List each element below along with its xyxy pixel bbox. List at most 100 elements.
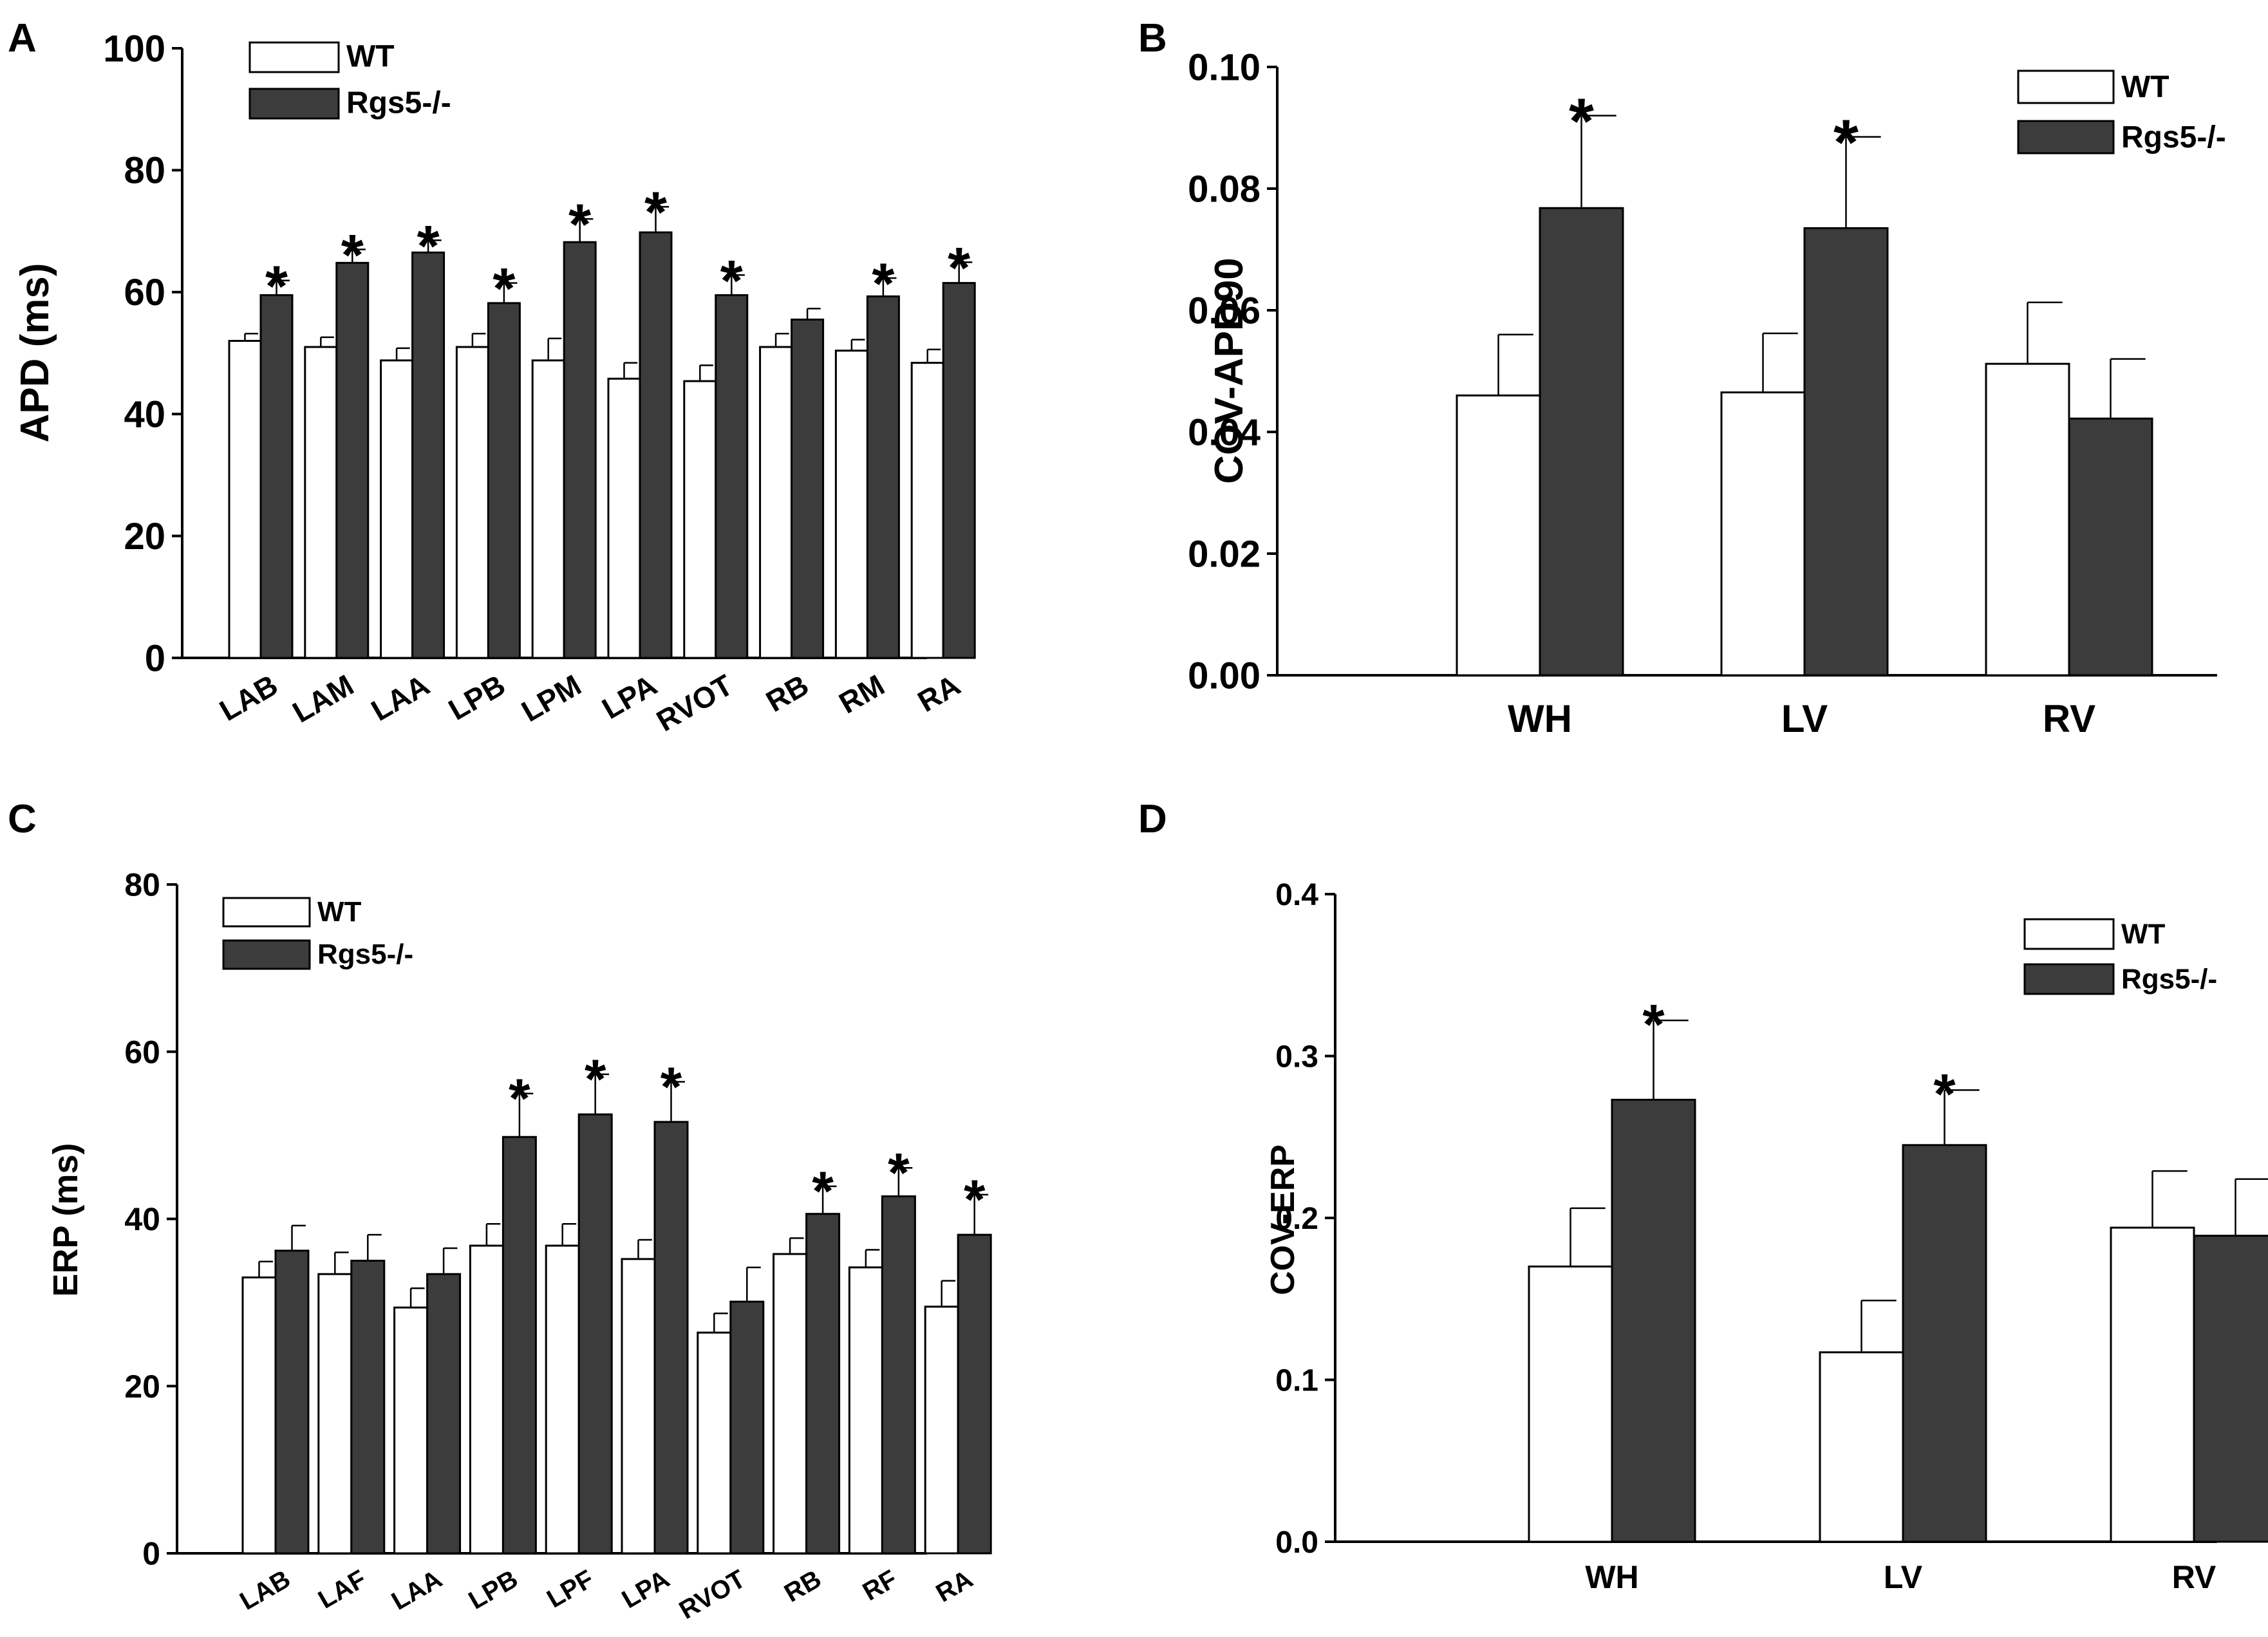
legend-label: WT xyxy=(317,896,362,928)
bar-rgs5 xyxy=(577,1113,613,1555)
significance-star: * xyxy=(568,193,591,257)
bar-rgs5 xyxy=(715,294,749,659)
chart-panel-a: A 0 20 40 60 80 100 APD (ms) * LAB * LAM * LAA * LPB * LP… xyxy=(8,16,976,738)
category-group: * LPB xyxy=(464,1068,537,1615)
y-tick-label: 0.1 xyxy=(1275,1363,1318,1398)
bar-wt xyxy=(1819,1351,1904,1543)
significance-star: * xyxy=(720,249,743,313)
category-group: RB xyxy=(759,308,825,718)
x-tick-label: LPA xyxy=(596,668,662,725)
bar-rgs5 xyxy=(805,1213,841,1555)
bar-wt xyxy=(910,362,944,659)
y-tick-label: 0.2 xyxy=(1275,1202,1318,1236)
category-group: * WH xyxy=(1528,993,1696,1595)
category-group: * LV xyxy=(1720,107,1889,740)
bar-rgs5 xyxy=(866,295,900,659)
significance-star: * xyxy=(812,1161,834,1222)
bar-rgs5 xyxy=(563,241,597,659)
category-group: * LV xyxy=(1819,1062,1987,1595)
x-tick-label: LPF xyxy=(542,1565,598,1614)
y-tick-label: 80 xyxy=(124,867,160,903)
y-tick-label: 100 xyxy=(103,28,165,70)
bar-rgs5 xyxy=(881,1195,916,1555)
bar-wt xyxy=(304,346,338,659)
bar-wt xyxy=(1985,362,2070,677)
bar-wt xyxy=(924,1305,959,1555)
x-tick-label: LAF xyxy=(314,1565,371,1614)
bar-rgs5 xyxy=(1803,227,1889,677)
x-tick-label: RA xyxy=(912,668,966,718)
chart-panel-d: D 0.0 0.1 0.2 0.3 0.4 COV-ERP * WH * LV RV WT Rgs5-/- xyxy=(1138,797,2268,1595)
significance-star: * xyxy=(509,1068,530,1130)
significance-star: * xyxy=(265,254,288,319)
bar-rgs5 xyxy=(1902,1144,1987,1543)
x-tick-label: LAB xyxy=(235,1565,295,1616)
y-tick-label: 60 xyxy=(124,272,165,313)
legend: WT Rgs5-/- xyxy=(248,40,451,120)
legend-label: Rgs5-/- xyxy=(346,86,451,120)
legend-label: WT xyxy=(2121,919,2166,950)
significance-star: * xyxy=(872,252,894,317)
bar-rgs5 xyxy=(335,261,370,659)
panel-label: B xyxy=(1138,16,1167,61)
y-tick-label: 0.04 xyxy=(1188,411,1261,453)
x-tick-label: LPB xyxy=(443,668,511,727)
significance-star: * xyxy=(1933,1062,1956,1126)
significance-star: * xyxy=(341,223,364,288)
bar-wt xyxy=(1456,394,1541,677)
legend-swatch xyxy=(2023,963,2115,995)
category-group: * WH xyxy=(1456,86,1624,740)
x-tick-label: WH xyxy=(1585,1559,1638,1595)
y-tick-label: 0.06 xyxy=(1188,290,1261,332)
bar-rgs5 xyxy=(426,1273,462,1555)
x-tick-label: RVOT xyxy=(651,668,738,738)
y-tick-label: 40 xyxy=(124,1201,160,1237)
bar-wt xyxy=(848,1266,883,1555)
bar-wt xyxy=(455,346,489,659)
significance-star: * xyxy=(417,214,440,279)
category-group: * RA xyxy=(910,236,976,718)
y-axis-title: COV-APD90 xyxy=(1207,257,1251,483)
bar-rgs5 xyxy=(653,1121,689,1555)
legend: WT Rgs5-/- xyxy=(2023,918,2217,995)
x-tick-label: LPM xyxy=(516,668,586,729)
y-tick-label: 80 xyxy=(124,150,165,192)
bar-rgs5 xyxy=(259,294,294,659)
y-axis-title: ERP (ms) xyxy=(46,1143,85,1296)
bar-wt xyxy=(393,1306,429,1555)
x-tick-label: RB xyxy=(780,1565,826,1608)
bar-rgs5 xyxy=(2068,417,2153,677)
bar-rgs5 xyxy=(791,318,825,659)
bar-rgs5 xyxy=(1539,207,1624,677)
x-tick-label: RA xyxy=(932,1565,978,1608)
category-group: * LAB xyxy=(214,254,294,727)
bar-rgs5 xyxy=(487,302,521,659)
category-group: * LPM xyxy=(516,193,597,729)
legend-swatch xyxy=(248,88,340,120)
x-tick-label: RV xyxy=(2172,1559,2216,1595)
bar-rgs5 xyxy=(274,1249,310,1555)
legend-label: WT xyxy=(346,40,395,74)
x-tick-label: LV xyxy=(1781,697,1828,740)
bar-rgs5 xyxy=(729,1300,765,1555)
bar-rgs5 xyxy=(2193,1235,2268,1543)
significance-star: * xyxy=(948,236,970,301)
bar-wt xyxy=(683,380,717,659)
x-tick-label: LV xyxy=(1884,1559,1923,1595)
legend-swatch xyxy=(248,41,340,73)
y-tick-label: 0.10 xyxy=(1188,46,1261,88)
legend-swatch xyxy=(2023,918,2115,950)
x-tick-label: LAB xyxy=(214,668,283,727)
y-tick-label: 0 xyxy=(142,1536,160,1572)
bar-rgs5 xyxy=(639,231,673,659)
bar-wt xyxy=(834,350,868,659)
significance-star: * xyxy=(492,257,515,321)
bar-rgs5 xyxy=(411,251,445,659)
bar-wt xyxy=(545,1244,580,1555)
bar-rgs5 xyxy=(350,1259,386,1555)
legend: WT Rgs5-/- xyxy=(2017,70,2226,154)
category-group: * LAM xyxy=(287,223,370,729)
y-tick-label: 0.4 xyxy=(1275,878,1318,912)
bar-wt xyxy=(607,377,641,659)
